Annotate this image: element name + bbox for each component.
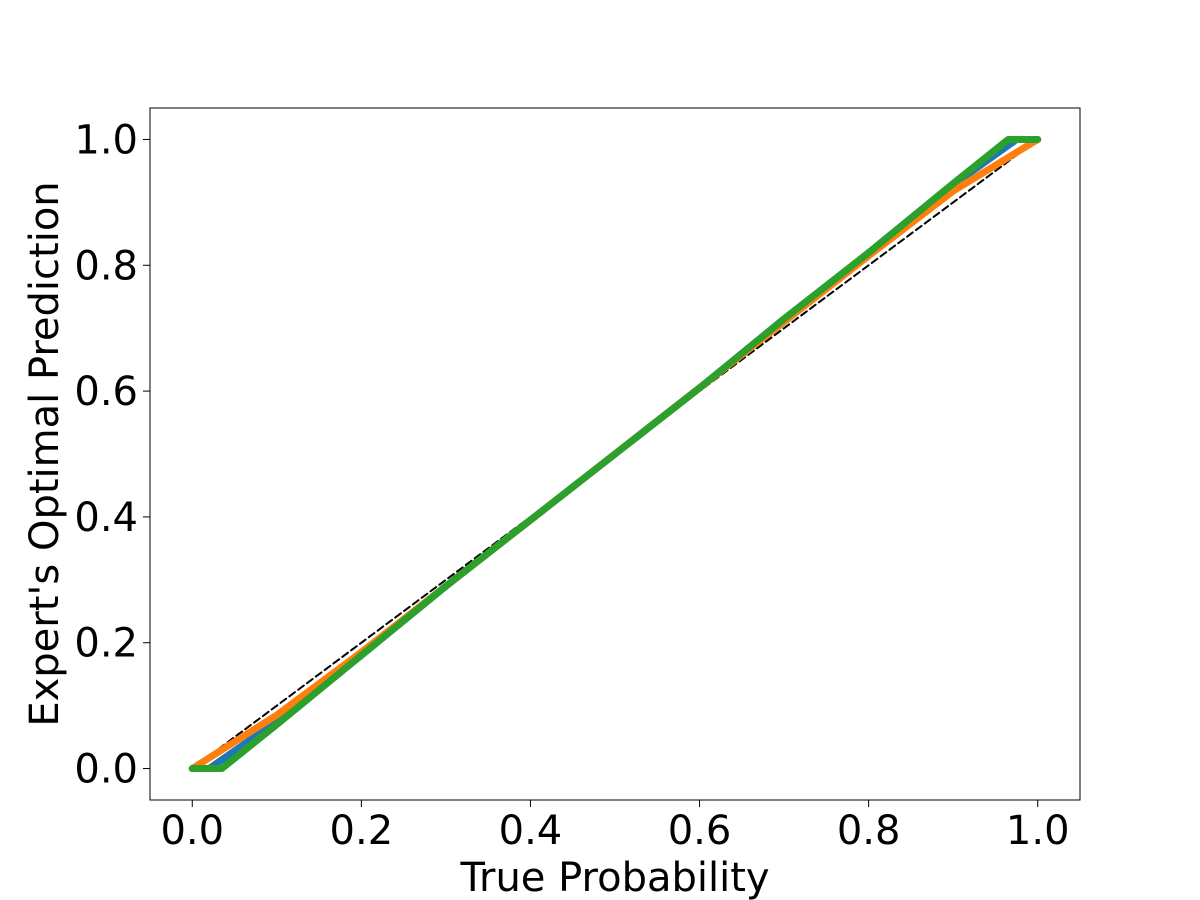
x-axis-label: True Probability xyxy=(459,855,769,900)
y-tick-label: 0.2 xyxy=(74,621,138,667)
x-tick-label: 0.4 xyxy=(499,808,563,854)
x-tick-label: 0.6 xyxy=(668,808,732,854)
x-tick-label: 1.0 xyxy=(1006,808,1070,854)
y-tick-label: 0.8 xyxy=(74,243,138,289)
x-tick-label: 0.2 xyxy=(330,808,394,854)
x-tick-label: 0.0 xyxy=(160,808,224,854)
y-tick-label: 0.0 xyxy=(74,747,138,793)
y-axis-label: Expert's Optimal Prediction xyxy=(22,181,68,726)
series-line xyxy=(191,138,1039,770)
x-tick-label: 0.8 xyxy=(837,808,901,854)
series-line xyxy=(188,135,1042,773)
y-tick-label: 0.6 xyxy=(74,369,138,415)
y-tick-label: 0.4 xyxy=(74,495,138,541)
y-tick-label: 1.0 xyxy=(74,117,138,163)
plot-frame xyxy=(149,107,1081,801)
